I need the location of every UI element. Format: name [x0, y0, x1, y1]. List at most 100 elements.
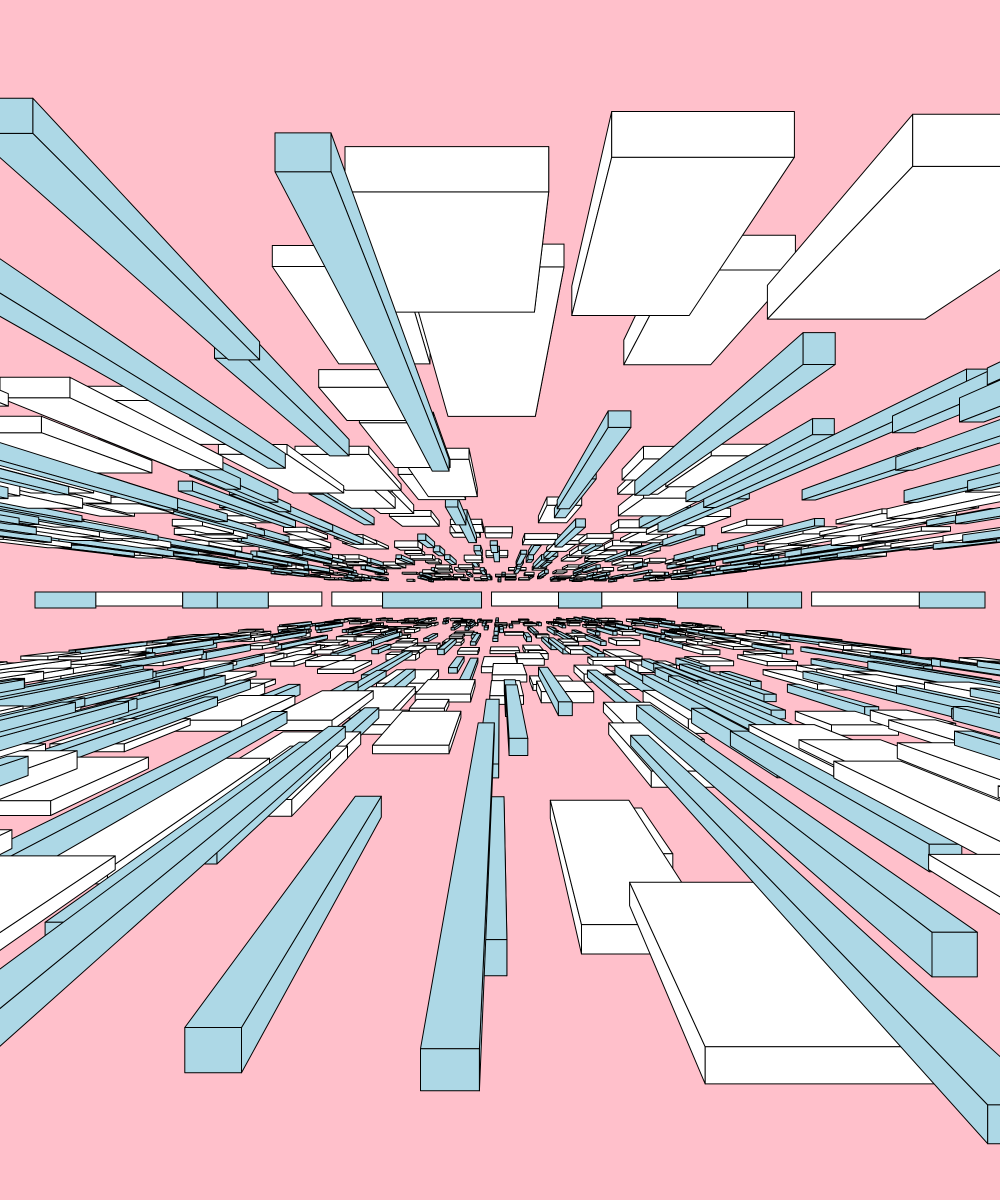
accent-block — [464, 625, 471, 631]
horizon-slab — [95, 591, 184, 607]
block-face — [386, 620, 399, 623]
block-face — [448, 635, 463, 639]
block-face — [375, 618, 380, 622]
accent-block — [536, 621, 542, 627]
light-block — [479, 619, 493, 623]
block-face — [380, 618, 389, 622]
accent-block — [360, 564, 385, 575]
light-block — [0, 415, 153, 474]
accent-block — [489, 540, 499, 553]
accent-block — [955, 506, 1000, 525]
accent-block — [184, 795, 382, 1074]
light-block — [555, 575, 572, 579]
block-face — [928, 853, 1000, 898]
light-block — [504, 577, 517, 581]
block-face — [664, 571, 669, 576]
accent-block — [626, 569, 653, 577]
block-face — [766, 165, 1000, 320]
accent-block — [967, 472, 1000, 491]
block-face — [588, 622, 598, 625]
accent-block — [486, 573, 492, 581]
block-face — [466, 571, 471, 575]
accent-block — [450, 623, 461, 631]
accent-block — [554, 518, 586, 548]
accent-block — [701, 567, 718, 573]
block-face — [592, 571, 598, 575]
horizon-accent-slab — [382, 591, 483, 609]
block-face — [0, 855, 116, 934]
accent-block — [508, 623, 514, 629]
light-block — [457, 647, 480, 655]
block-face — [616, 640, 641, 646]
block-face — [0, 538, 72, 549]
block-face — [962, 537, 1000, 543]
light-block — [504, 631, 525, 636]
accent-block — [954, 730, 1000, 761]
block-face — [604, 575, 609, 580]
accent-block — [581, 616, 595, 622]
block-face — [527, 554, 534, 561]
block-face — [568, 622, 581, 627]
block-face — [515, 652, 545, 660]
light-block — [0, 376, 224, 471]
accent-block — [442, 620, 449, 625]
block-face — [511, 621, 520, 625]
horizon-slab — [491, 591, 560, 607]
block-face — [702, 649, 721, 656]
accent-block — [0, 725, 346, 1047]
block-face — [0, 415, 42, 434]
accent-block — [976, 660, 1000, 671]
light-block — [608, 637, 641, 646]
accent-block — [495, 617, 499, 623]
block-face — [0, 679, 25, 685]
horizon-accent-slab — [216, 591, 269, 609]
block-face — [437, 648, 445, 656]
block-face — [484, 532, 513, 539]
light-block — [611, 558, 643, 566]
accent-block — [644, 623, 659, 629]
block-face — [931, 931, 978, 978]
block-face — [316, 629, 322, 633]
light-block — [283, 526, 328, 540]
block-face — [516, 658, 545, 666]
block-face — [406, 578, 414, 582]
block-face — [622, 573, 627, 577]
light-block — [401, 571, 419, 575]
block-face — [895, 435, 1000, 471]
block-face — [450, 627, 456, 631]
horizon-slab — [601, 591, 679, 607]
accent-block — [0, 701, 129, 752]
block-face — [395, 554, 402, 559]
block-face — [341, 629, 347, 633]
accent-block — [634, 332, 836, 496]
block-face — [0, 376, 71, 399]
light-block — [349, 620, 368, 625]
accent-block — [0, 485, 9, 500]
block-face — [283, 526, 308, 533]
block-face — [969, 687, 1000, 695]
horizon-accent-slab — [918, 591, 986, 609]
block-face — [952, 706, 1000, 719]
block-face — [0, 829, 13, 836]
accent-block — [303, 564, 331, 573]
accent-block — [420, 722, 495, 1092]
light-block — [57, 649, 130, 661]
block-face — [504, 573, 517, 577]
accent-block — [275, 634, 328, 650]
accent-block — [692, 545, 745, 560]
block-face — [473, 544, 482, 552]
light-block — [406, 578, 416, 582]
block-face — [423, 637, 430, 642]
block-face — [544, 569, 549, 574]
block-face — [555, 569, 568, 573]
block-face — [520, 549, 528, 555]
accent-block — [497, 577, 502, 583]
block-face — [420, 1048, 480, 1092]
block-face — [903, 648, 912, 655]
ceiling-blocks — [0, 97, 1000, 583]
block-face — [0, 97, 34, 134]
block-face — [434, 573, 450, 577]
block-face — [20, 655, 49, 661]
block-face — [649, 571, 665, 576]
light-block — [457, 564, 475, 570]
